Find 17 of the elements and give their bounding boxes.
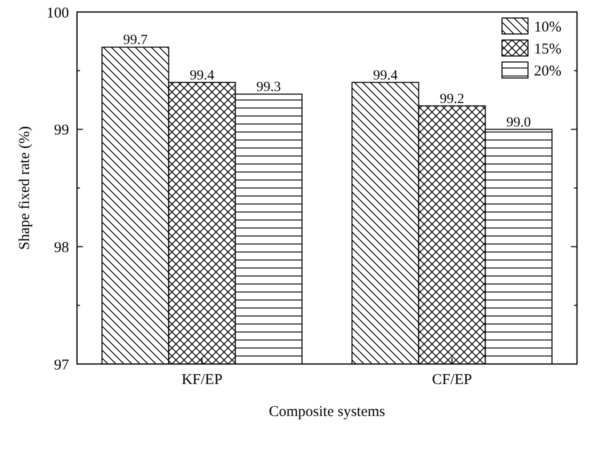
legend-label: 20%	[534, 63, 562, 80]
data-label: 99.0	[506, 115, 531, 130]
y-axis-title: Shape fixed rate (%)	[17, 126, 33, 250]
y-tick-label: 98	[54, 240, 69, 256]
legend-label: 10%	[534, 19, 562, 36]
data-label: 99.4	[190, 68, 214, 84]
data-label: 99.7	[123, 33, 148, 48]
y-tick-label: 99	[54, 122, 69, 139]
data-label: 99.3	[256, 80, 281, 96]
x-tick-label: KF/EP	[182, 372, 222, 388]
y-tick-label: 97	[54, 357, 70, 374]
legend-label: 15%	[534, 41, 562, 58]
x-axis-title: Composite systems	[268, 404, 386, 420]
data-label: 99.2	[440, 92, 464, 107]
y-tick-label: 100	[46, 5, 69, 22]
data-label: 99.4	[373, 68, 398, 84]
x-tick-label: CF/EP	[432, 372, 472, 388]
